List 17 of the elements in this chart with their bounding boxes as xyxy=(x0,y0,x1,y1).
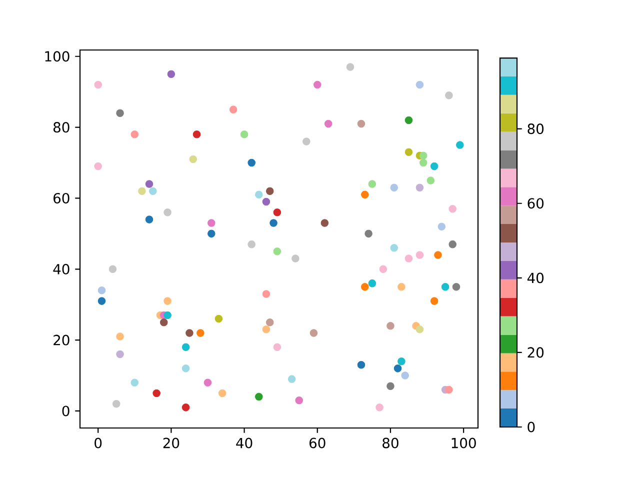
x-tick-label: 60 xyxy=(310,438,326,448)
y-tick-label: 20 xyxy=(54,334,70,346)
color-bar-label: 20 xyxy=(528,347,544,358)
x-tick-label: 100 xyxy=(452,438,476,448)
x-tick-label: 20 xyxy=(163,438,180,448)
color-bar-label: 0 xyxy=(528,422,535,432)
y-tick-label: 60 xyxy=(54,192,70,204)
x-tick-label: 0 xyxy=(94,438,102,448)
y-tick-label: 80 xyxy=(53,122,70,133)
y-tick-label: 100 xyxy=(45,51,70,62)
color-bar-label: 60 xyxy=(528,198,544,209)
color-bar-label: 80 xyxy=(528,124,544,134)
y-tick-label: 40 xyxy=(53,264,70,274)
x-tick-label: 80 xyxy=(382,438,398,448)
y-tick-label: 0 xyxy=(62,406,70,416)
x-tick-label: 40 xyxy=(236,438,252,448)
color-bar-label: 40 xyxy=(527,272,544,284)
